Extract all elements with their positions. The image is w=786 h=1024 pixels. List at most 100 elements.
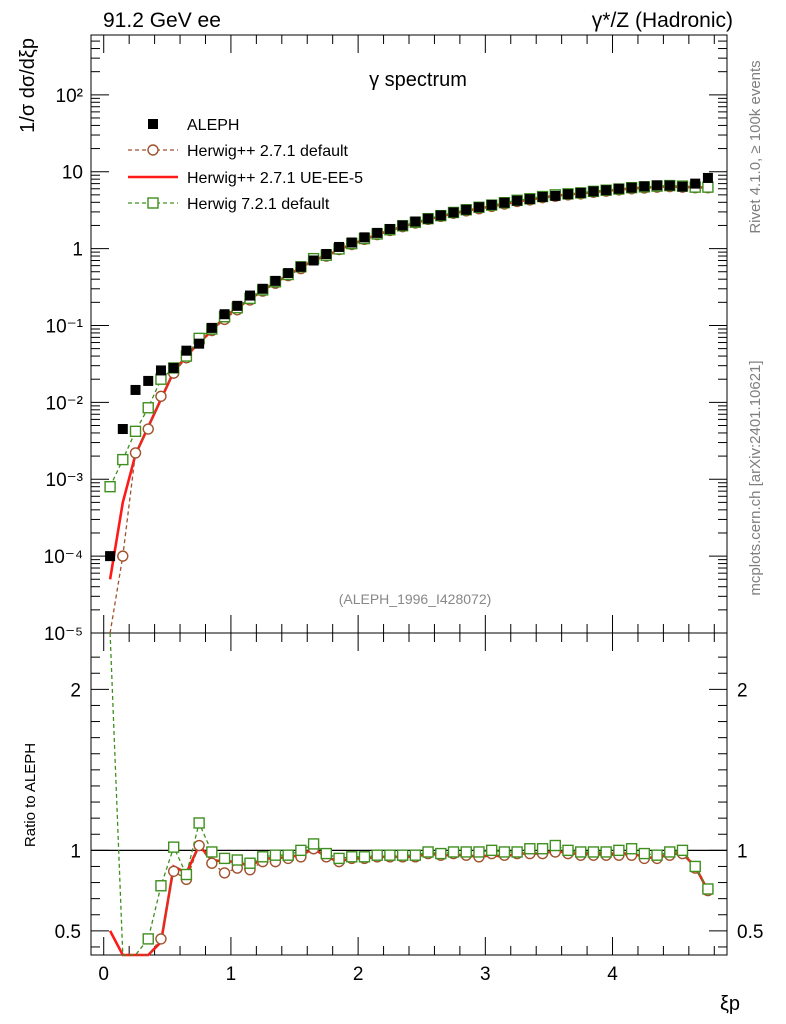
data-point <box>359 232 370 243</box>
data-point <box>448 207 459 218</box>
legend-label: Herwig++ 2.7.1 default <box>187 143 349 160</box>
data-point <box>689 860 701 873</box>
data-point <box>346 851 358 863</box>
data-point <box>142 402 154 414</box>
data-point <box>587 846 600 858</box>
analysis-label: (ALEPH_1996_I428072) <box>339 591 492 607</box>
header-right-label: γ*/Z (Hadronic) <box>592 9 733 32</box>
data-point <box>575 187 586 198</box>
series-line <box>108 184 708 580</box>
data-point <box>676 844 689 857</box>
legend-label: Herwig++ 2.7.1 UE-EE-5 <box>187 170 363 187</box>
x-tick-label: 3 <box>480 964 491 985</box>
data-point <box>638 847 651 860</box>
series-line <box>109 185 708 634</box>
data-point <box>129 425 142 438</box>
legend-marker <box>147 197 159 209</box>
data-point <box>295 261 306 272</box>
data-point <box>562 844 574 857</box>
data-point <box>524 194 535 205</box>
data-point <box>409 849 422 861</box>
data-point <box>702 172 713 183</box>
data-point <box>283 268 294 279</box>
data-point <box>664 180 675 191</box>
x-tick-label: 0 <box>98 964 109 985</box>
data-point <box>549 839 561 852</box>
data-point <box>447 846 460 858</box>
data-point <box>334 241 345 252</box>
legend-marker <box>148 119 158 129</box>
data-point <box>588 186 599 197</box>
data-point <box>219 309 230 320</box>
data-point <box>231 854 243 866</box>
legend-entry: Herwig++ 2.7.1 default <box>128 143 349 160</box>
x-axis-label: ξp <box>720 993 740 1015</box>
data-point <box>613 844 625 857</box>
data-point <box>498 846 511 858</box>
chart-title: γ spectrum <box>369 69 467 91</box>
data-point <box>117 453 129 466</box>
data-point <box>600 846 612 858</box>
data-point <box>511 846 523 858</box>
data-point <box>180 868 193 881</box>
data-point <box>410 216 421 227</box>
data-point <box>702 181 714 193</box>
legend: ALEPH Herwig++ 2.7.1 default Herwig++ 2.7.… <box>128 117 363 213</box>
data-point <box>435 210 446 221</box>
data-point <box>333 852 345 865</box>
legend-label: Herwig 7.2.1 default <box>187 196 330 213</box>
data-point <box>652 180 663 191</box>
data-point <box>677 181 688 192</box>
data-point <box>346 237 357 248</box>
data-point <box>651 849 663 861</box>
data-point <box>104 480 116 493</box>
legend-entry: ALEPH <box>148 117 239 134</box>
data-point <box>117 424 128 435</box>
data-point <box>129 447 142 459</box>
main-y-tick-label: 10⁻² <box>46 393 84 414</box>
data-point <box>372 227 383 238</box>
data-point <box>218 867 231 879</box>
data-point <box>537 191 548 202</box>
data-point <box>193 817 205 829</box>
data-point <box>626 182 637 193</box>
data-point <box>270 275 281 286</box>
data-point <box>435 847 447 860</box>
data-point <box>142 423 154 435</box>
ratio-y-tick-label-left: 2 <box>70 680 81 701</box>
legend-entry: Herwig++ 2.7.1 UE-EE-5 <box>128 170 363 187</box>
data-point <box>613 183 624 194</box>
data-point <box>499 197 510 208</box>
data-point <box>702 883 714 895</box>
data-point <box>512 195 523 206</box>
x-tick-label: 4 <box>607 964 618 985</box>
ratio-y-tick-label-right: 1 <box>737 841 748 862</box>
ratio-y-tick-label-right: 0.5 <box>737 922 763 943</box>
series-line <box>108 843 710 957</box>
mcplots-label: mcplots.cern.ch [arXiv:2401.10621] <box>747 360 764 595</box>
data-point <box>206 322 217 333</box>
x-tick-label: 1 <box>226 964 237 985</box>
data-point <box>473 846 485 858</box>
data-point <box>167 841 180 853</box>
data-point <box>320 847 333 860</box>
ratio-y-tick-label-left: 1 <box>70 841 81 862</box>
data-point <box>422 846 434 858</box>
data-point <box>307 838 320 850</box>
x-tick-label: 2 <box>353 964 364 985</box>
data-point <box>601 185 612 196</box>
data-point <box>194 338 205 349</box>
ratio-plot-frame <box>90 632 728 956</box>
rivet-version-label: Rivet 4.1.0, ≥ 100k events <box>747 60 764 233</box>
data-point <box>117 550 129 562</box>
data-point <box>396 849 409 861</box>
data-point <box>485 844 498 857</box>
main-y-tick-label: 1 <box>72 240 83 261</box>
data-point <box>206 857 218 869</box>
data-point <box>142 933 154 945</box>
data-point <box>155 933 167 945</box>
data-point <box>384 849 396 861</box>
data-point <box>167 865 180 877</box>
data-point <box>536 843 549 855</box>
